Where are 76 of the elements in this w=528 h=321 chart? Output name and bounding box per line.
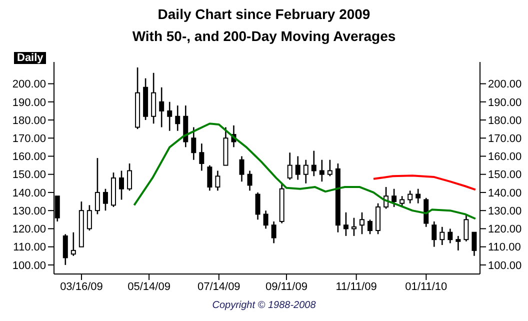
candlestick: [416, 188, 421, 204]
candlestick: [327, 159, 332, 177]
y2-tick-label: 180.00: [488, 114, 522, 127]
y-tick-label: 200.00: [12, 78, 46, 91]
y-tick-label: 110.00: [13, 242, 46, 254]
candlestick: [311, 150, 316, 177]
candlestick: [392, 188, 397, 208]
y-tick-label: 120.00: [12, 224, 46, 236]
y2-tick-label: 150.00: [488, 169, 522, 182]
y2-tick-label: 100.00: [488, 260, 522, 272]
candlestick: [400, 195, 405, 208]
y-tick-label: 140.00: [12, 187, 46, 200]
chart-subtitle: With 50-, and 200-Day Moving Averages: [131, 28, 397, 44]
text: Daily: [14, 52, 46, 64]
y-tick-label: 190.00: [12, 96, 46, 109]
y-tick-label: 160.00: [12, 151, 46, 164]
candlestick: [263, 210, 268, 230]
candlestick: [199, 142, 204, 172]
chart-title: Daily Chart since February 2009: [156, 6, 372, 22]
candlestick: [343, 212, 348, 237]
candlestick: [159, 86, 164, 128]
y2-tick-label: 110.00: [488, 242, 521, 254]
candlestick: [119, 170, 124, 200]
candlestick: [70, 232, 76, 257]
candlestick: [191, 126, 196, 160]
candlestick: [255, 192, 260, 220]
y2-tick-label: 140.00: [488, 187, 522, 200]
y2-tick-label: 160.00: [488, 151, 522, 164]
y-tick-label: 170.00: [12, 133, 46, 146]
y2-tick-label: 170.00: [488, 133, 522, 146]
candlestick: [167, 101, 172, 132]
y-tick-label: 100.00: [12, 260, 46, 272]
candlestick: [472, 232, 477, 257]
candlestick: [175, 104, 180, 132]
candlestick: [351, 217, 356, 237]
candlestick: [424, 197, 429, 228]
x-tick-label: 07/14/09: [197, 280, 240, 293]
candlestick: [376, 202, 381, 235]
candlestick: [94, 157, 100, 215]
candlestick: [432, 220, 437, 248]
y2-tick-label: 130.00: [488, 205, 522, 218]
candlestick: [151, 72, 156, 124]
candlestick: [408, 190, 413, 204]
x-tick-label: 01/11/10: [405, 280, 448, 293]
candlestick: [303, 159, 308, 184]
x-tick-label: 03/16/09: [60, 280, 103, 293]
y2-tick-label: 200.00: [488, 78, 522, 91]
candlestick: [239, 156, 244, 182]
candlestick: [271, 220, 276, 244]
line-series: [133, 122, 476, 220]
y-tick-label: 150.00: [12, 169, 46, 182]
y2-tick-label: 190.00: [488, 96, 522, 109]
candlestick: [247, 170, 252, 192]
x-tick-label: 09/11/09: [265, 280, 308, 293]
x-tick-label: 11/11/09: [336, 280, 377, 293]
candlestick: [287, 152, 292, 180]
candlestick: [456, 235, 461, 252]
candlestick: [319, 159, 324, 182]
candlestick: [448, 228, 453, 244]
candlestick: [207, 164, 212, 192]
candlestick: [127, 162, 132, 192]
candlestick: [86, 204, 92, 232]
candlestick: [62, 233, 68, 266]
y2-tick-label: 120.00: [488, 224, 522, 236]
text: Copyright © 1988-2008: [211, 300, 317, 311]
candlestick: [359, 212, 364, 235]
candlestick: [464, 214, 469, 242]
candlestick: [440, 226, 445, 246]
y-tick-label: 130.00: [12, 205, 46, 218]
candlestick: [368, 218, 373, 235]
line-series: [372, 174, 476, 191]
candlestick: [215, 170, 220, 192]
x-tick-label: 05/14/09: [128, 280, 170, 293]
y-tick-label: 180.00: [12, 114, 46, 127]
candlestick: [295, 156, 300, 180]
candlestick: [102, 188, 108, 212]
